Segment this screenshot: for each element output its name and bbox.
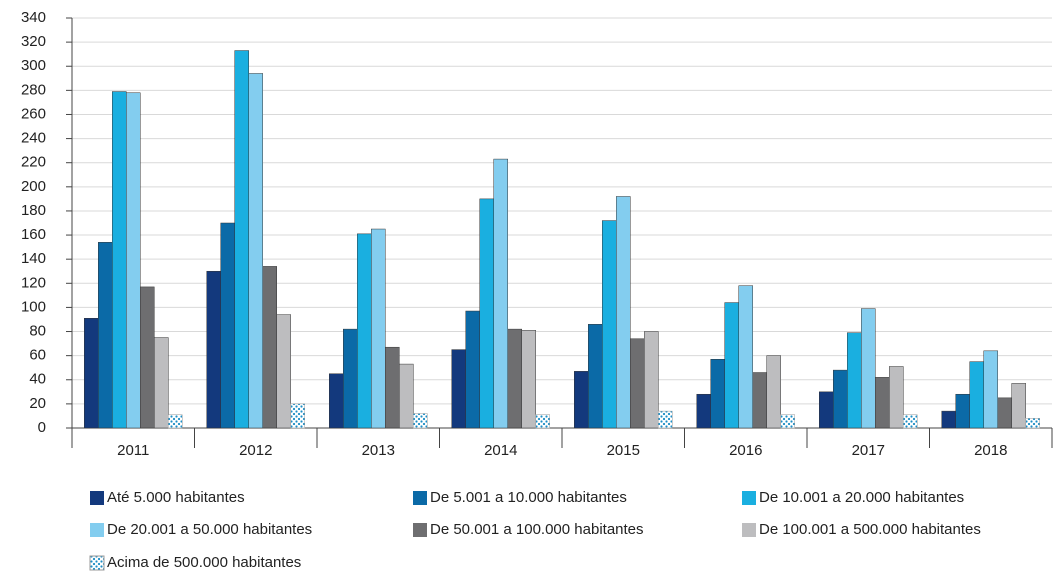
- y-tick-label: 300: [21, 57, 46, 74]
- legend-label: De 100.001 a 500.000 habitantes: [759, 521, 981, 538]
- bar: [465, 310, 480, 429]
- bar: [847, 332, 862, 429]
- x-tick-label: 2016: [729, 442, 762, 459]
- y-tick-label: 140: [21, 250, 46, 267]
- bar: [290, 403, 305, 429]
- bar: [574, 371, 589, 429]
- bar: [262, 266, 277, 429]
- bar: [738, 285, 753, 429]
- bar: [602, 220, 617, 429]
- bar: [371, 228, 386, 429]
- x-tick-label: 2014: [484, 442, 517, 459]
- bar: [84, 318, 99, 429]
- y-tick-label: 100: [21, 298, 46, 315]
- legend-label: De 5.001 a 10.000 habitantes: [430, 489, 627, 506]
- x-tick-label: 2018: [974, 442, 1007, 459]
- bar: [399, 363, 414, 429]
- legend-swatch: [413, 491, 427, 505]
- y-tick-label: 260: [21, 105, 46, 122]
- y-tick-label: 160: [21, 226, 46, 243]
- bar: [833, 369, 848, 429]
- bar: [234, 50, 249, 429]
- x-tick-label: 2012: [239, 442, 272, 459]
- legend-swatch: [742, 523, 756, 537]
- bar: [112, 91, 127, 429]
- legend-label: De 50.001 a 100.000 habitantes: [430, 521, 644, 538]
- bar: [1011, 383, 1026, 429]
- bar: [451, 349, 466, 429]
- bar: [955, 393, 970, 429]
- bar: [630, 338, 645, 429]
- bar: [413, 413, 428, 429]
- bar: [479, 198, 494, 429]
- y-tick-label: 20: [29, 395, 46, 412]
- bar: [126, 92, 141, 429]
- bar: [1025, 418, 1040, 429]
- bar: [766, 355, 781, 429]
- bar: [154, 337, 169, 429]
- y-tick-label: 60: [29, 347, 46, 364]
- bar: [875, 377, 890, 429]
- y-tick-label: 320: [21, 33, 46, 50]
- bar: [276, 314, 291, 429]
- bar: [521, 330, 536, 429]
- y-tick-label: 340: [21, 9, 46, 26]
- bar: [941, 410, 956, 429]
- bar: [343, 328, 358, 429]
- bar: [507, 328, 522, 429]
- bar: [819, 391, 834, 429]
- bar: [696, 393, 711, 429]
- x-tick-label: 2015: [607, 442, 640, 459]
- bar: [644, 331, 659, 429]
- legend-label: De 10.001 a 20.000 habitantes: [759, 489, 964, 506]
- y-tick-label: 0: [38, 419, 46, 436]
- bar: [98, 242, 113, 429]
- bar: [588, 324, 603, 429]
- bar: [206, 270, 221, 429]
- legend-label: Acima de 500.000 habitantes: [107, 554, 301, 571]
- y-tick-label: 220: [21, 154, 46, 171]
- y-tick-label: 120: [21, 274, 46, 291]
- bar: [357, 233, 372, 429]
- legend-swatch: [413, 523, 427, 537]
- legend-swatch: [89, 555, 105, 571]
- bar: [658, 410, 673, 429]
- x-tick-label: 2011: [117, 442, 149, 459]
- bar: [780, 414, 795, 429]
- y-tick-label: 200: [21, 178, 46, 195]
- legend-swatch: [90, 523, 104, 537]
- bar: [220, 222, 235, 429]
- x-tick-label: 2013: [362, 442, 395, 459]
- bar: [616, 196, 631, 429]
- bar: [248, 73, 263, 429]
- bar: [493, 158, 508, 429]
- bar: [724, 302, 739, 429]
- bar: [535, 414, 550, 429]
- bar: [329, 373, 344, 429]
- y-tick-label: 180: [21, 202, 46, 219]
- bar: [752, 372, 767, 429]
- y-tick-label: 280: [21, 81, 46, 98]
- bar: [385, 346, 400, 429]
- bar: [140, 286, 155, 429]
- x-tick-label: 2017: [852, 442, 885, 459]
- bar: [903, 414, 918, 429]
- bar: [710, 359, 725, 429]
- legend-swatch: [90, 491, 104, 505]
- y-tick-label: 80: [29, 322, 46, 339]
- y-tick-label: 240: [21, 130, 46, 147]
- bar: [889, 366, 904, 429]
- y-tick-label: 40: [29, 371, 46, 388]
- legend-label: Até 5.000 habitantes: [107, 489, 245, 506]
- bar: [168, 414, 183, 429]
- legend-swatch: [742, 491, 756, 505]
- bar: [969, 361, 984, 429]
- bar: [861, 308, 876, 429]
- bar: [997, 397, 1012, 429]
- bar: [983, 350, 998, 429]
- legend-label: De 20.001 a 50.000 habitantes: [107, 521, 312, 538]
